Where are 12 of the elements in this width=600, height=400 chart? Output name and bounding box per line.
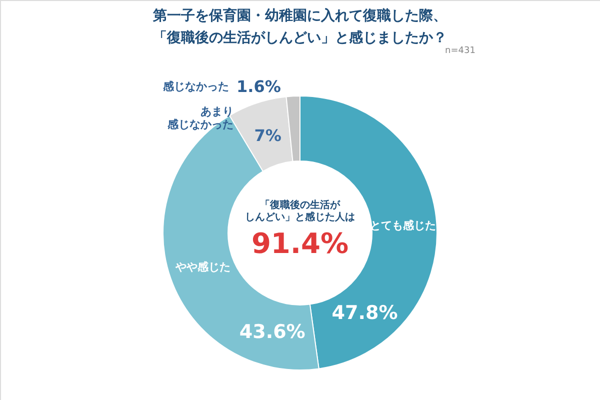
text: 91.4% [251,227,349,260]
data-label: 43.6% [239,321,306,344]
data-label: 47.8% [332,302,398,324]
slice-label: とても感じた [370,218,436,232]
chart-title: 第一子を保育園・幼稚園に入れて復職した際、「復職後の生活がしんどい」と感じましたか？ [152,7,447,46]
slice-label: あまり感じなかった [166,105,234,132]
text: 「復職後の生活がしんどい」と感じた人は [245,199,355,223]
slice-label: やや感じた [174,260,230,274]
data-label: 1.6% [236,77,281,96]
slice-label: 感じなかった [162,80,229,94]
text: n=431 [445,46,476,56]
data-label: 7% [254,126,282,146]
